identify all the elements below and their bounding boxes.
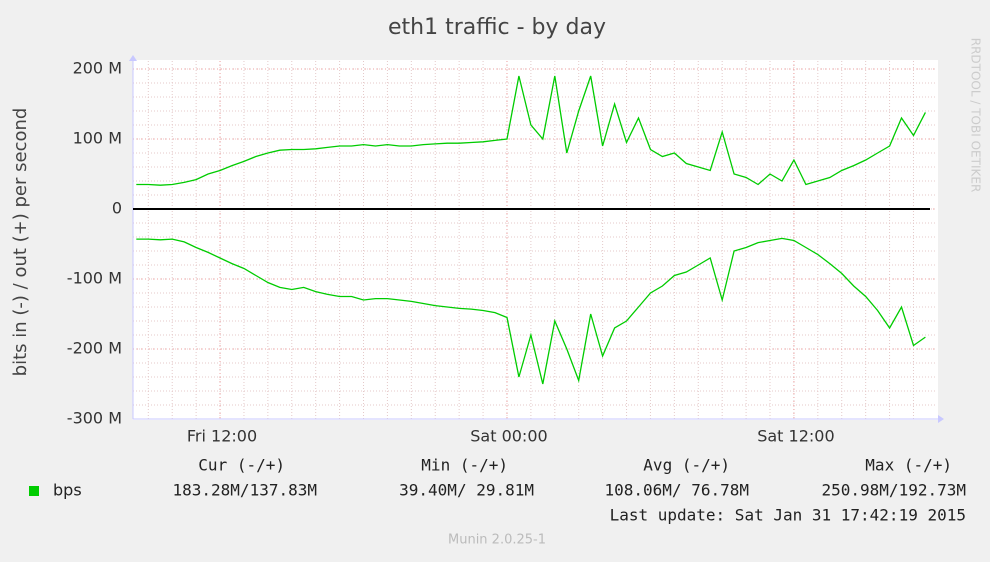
legend-header: Min (-/+) — [421, 456, 508, 475]
y-tick-label: -100 M — [67, 269, 122, 288]
legend-header: Cur (-/+) — [198, 456, 285, 475]
legend-value: 250.98M/192.73M — [822, 481, 967, 500]
legend-header: Avg (-/+) — [643, 456, 730, 475]
x-axis-arrow — [938, 415, 944, 423]
y-tick-label: 200 M — [73, 59, 122, 78]
series-line — [136, 75, 926, 186]
legend-label: bps — [53, 481, 82, 500]
chart-title: eth1 traffic - by day — [388, 15, 606, 40]
legend-value: 108.06M/ 76.78M — [605, 481, 750, 500]
series-line — [136, 237, 926, 385]
footer: Munin 2.0.25-1 — [448, 533, 546, 548]
plot-area — [133, 60, 938, 420]
y-tick-label: -200 M — [67, 339, 122, 358]
y-tick-label: 0 — [112, 199, 122, 218]
y-tick-label: 100 M — [73, 129, 122, 148]
x-tick-label: Sat 00:00 — [470, 427, 547, 446]
last-update: Last update: Sat Jan 31 17:42:19 2015 — [610, 506, 966, 525]
y-axis-label: bits in (-) / out (+) per second — [10, 108, 31, 377]
x-tick-label: Sat 12:00 — [757, 427, 834, 446]
legend-swatch — [29, 486, 39, 496]
y-tick-label: -300 M — [67, 409, 122, 428]
y-axis-arrow — [129, 55, 137, 61]
legend-header: Max (-/+) — [865, 456, 952, 475]
legend-value: 183.28M/137.83M — [173, 481, 318, 500]
legend-value: 39.40M/ 29.81M — [399, 481, 534, 500]
x-tick-label: Fri 12:00 — [187, 427, 257, 446]
side-text: RRDTOOL / TOBI OETIKER — [969, 38, 983, 193]
